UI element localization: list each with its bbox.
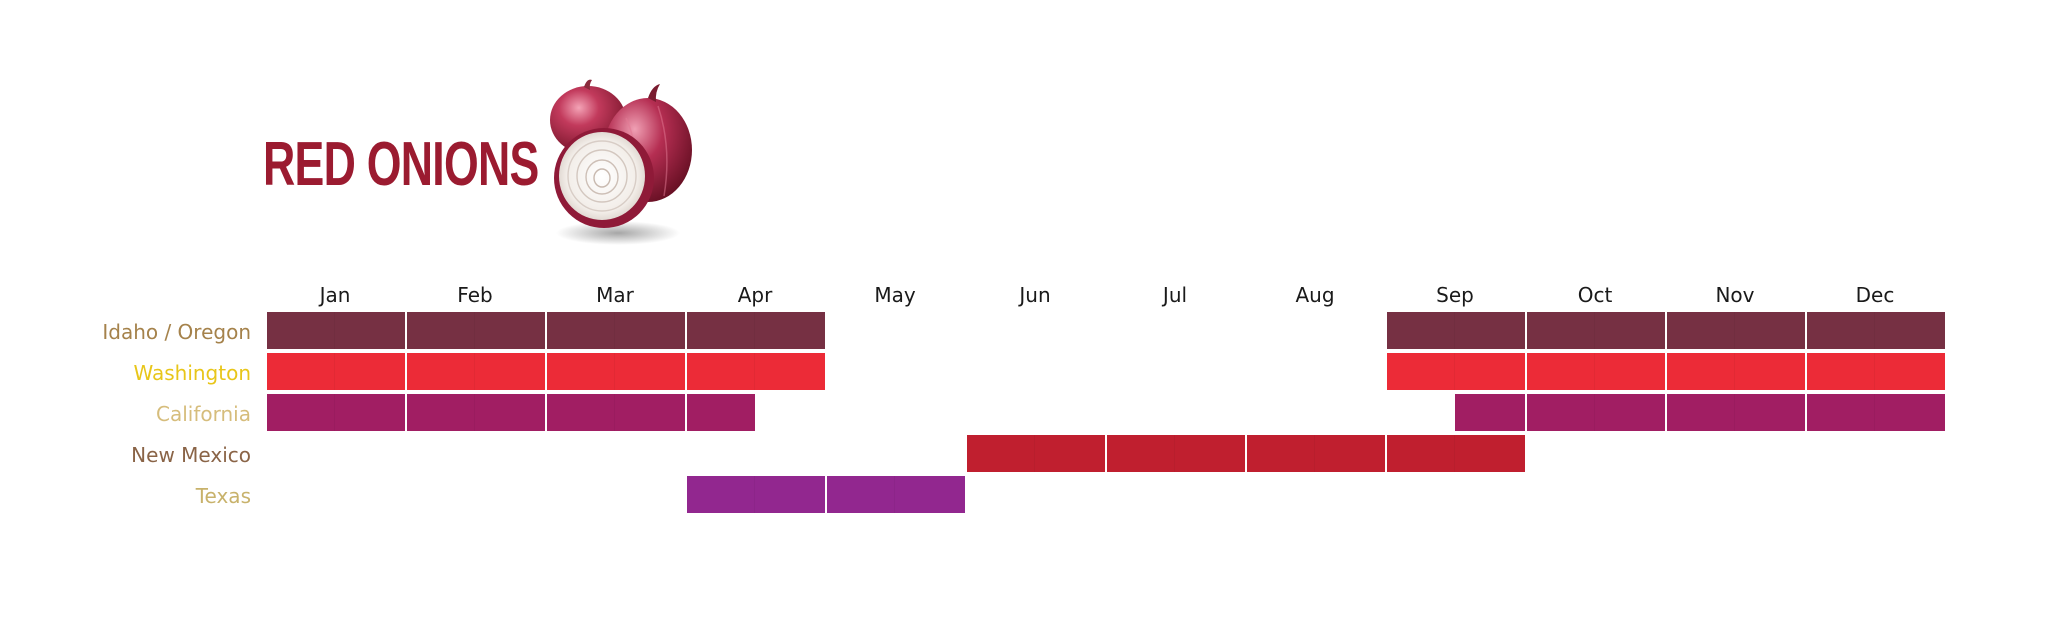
bar-california-apr-1 (687, 394, 755, 431)
bar-california-dec-1 (1807, 394, 1875, 431)
bar-new-mexico-jul-1 (1107, 435, 1175, 472)
bar-washington-apr-2 (755, 353, 825, 390)
bar-washington-feb-2 (475, 353, 545, 390)
bar-idaho-oregon-jan-2 (335, 312, 405, 349)
bar-new-mexico-jul-2 (1175, 435, 1245, 472)
month-label-may: May (874, 283, 916, 307)
bar-new-mexico-aug-1 (1247, 435, 1315, 472)
bar-washington-sep-2 (1455, 353, 1525, 390)
bar-new-mexico-aug-2 (1315, 435, 1385, 472)
bar-washington-mar-1 (547, 353, 615, 390)
month-label-oct: Oct (1578, 283, 1613, 307)
bar-idaho-oregon-nov-2 (1735, 312, 1805, 349)
bar-idaho-oregon-sep-2 (1455, 312, 1525, 349)
bar-washington-dec-2 (1875, 353, 1945, 390)
bar-california-jan-1 (267, 394, 335, 431)
bar-california-jan-2 (335, 394, 405, 431)
row-label-idaho-oregon: Idaho / Oregon (102, 320, 251, 344)
bar-washington-jan-1 (267, 353, 335, 390)
bar-new-mexico-sep-2 (1455, 435, 1525, 472)
bar-washington-dec-1 (1807, 353, 1875, 390)
month-label-dec: Dec (1856, 283, 1895, 307)
bar-new-mexico-sep-1 (1387, 435, 1455, 472)
bar-california-nov-2 (1735, 394, 1805, 431)
month-label-aug: Aug (1295, 283, 1334, 307)
bar-idaho-oregon-mar-1 (547, 312, 615, 349)
bar-washington-oct-2 (1595, 353, 1665, 390)
bar-idaho-oregon-apr-2 (755, 312, 825, 349)
bar-california-nov-1 (1667, 394, 1735, 431)
bar-california-mar-2 (615, 394, 685, 431)
row-label-california: California (156, 402, 251, 426)
month-label-jul: Jul (1161, 283, 1187, 307)
bar-washington-apr-1 (687, 353, 755, 390)
red-onion-illustration (550, 79, 692, 245)
bar-idaho-oregon-sep-1 (1387, 312, 1455, 349)
bar-idaho-oregon-jan-1 (267, 312, 335, 349)
bar-idaho-oregon-mar-2 (615, 312, 685, 349)
bar-idaho-oregon-nov-1 (1667, 312, 1735, 349)
availability-bars (267, 312, 1945, 513)
month-label-jun: Jun (1017, 283, 1050, 307)
row-label-washington: Washington (133, 361, 251, 385)
bar-california-dec-2 (1875, 394, 1945, 431)
bar-washington-mar-2 (615, 353, 685, 390)
bar-new-mexico-jun-2 (1035, 435, 1105, 472)
bar-idaho-oregon-oct-1 (1527, 312, 1595, 349)
bar-washington-jan-2 (335, 353, 405, 390)
bar-washington-feb-1 (407, 353, 475, 390)
bar-idaho-oregon-dec-1 (1807, 312, 1875, 349)
bar-texas-may-1 (827, 476, 895, 513)
month-label-jan: Jan (318, 283, 351, 307)
bar-idaho-oregon-dec-2 (1875, 312, 1945, 349)
month-label-sep: Sep (1436, 283, 1474, 307)
bar-texas-apr-2 (755, 476, 825, 513)
bar-california-feb-1 (407, 394, 475, 431)
month-label-nov: Nov (1715, 283, 1754, 307)
bar-texas-apr-1 (687, 476, 755, 513)
bar-new-mexico-jun-1 (967, 435, 1035, 472)
bar-california-feb-2 (475, 394, 545, 431)
region-axis: Idaho / Oregon Washington California New Me… (102, 320, 251, 508)
bar-california-mar-1 (547, 394, 615, 431)
bar-washington-nov-1 (1667, 353, 1735, 390)
month-label-mar: Mar (596, 283, 635, 307)
row-label-texas: Texas (195, 484, 251, 508)
bar-idaho-oregon-feb-2 (475, 312, 545, 349)
bar-california-sep-2 (1455, 394, 1525, 431)
bar-washington-nov-2 (1735, 353, 1805, 390)
bar-california-oct-1 (1527, 394, 1595, 431)
bar-texas-may-2 (895, 476, 965, 513)
bar-washington-oct-1 (1527, 353, 1595, 390)
bar-california-oct-2 (1595, 394, 1665, 431)
month-axis: Jan Feb Mar Apr May Jun Jul Aug Sep Oct Nov Dec (318, 283, 1895, 307)
bar-idaho-oregon-feb-1 (407, 312, 475, 349)
bar-washington-sep-1 (1387, 353, 1455, 390)
chart-title: RED ONIONS (263, 130, 539, 199)
month-label-feb: Feb (457, 283, 492, 307)
row-label-new-mexico: New Mexico (131, 443, 251, 467)
month-label-apr: Apr (738, 283, 773, 307)
bar-idaho-oregon-oct-2 (1595, 312, 1665, 349)
bar-idaho-oregon-apr-1 (687, 312, 755, 349)
